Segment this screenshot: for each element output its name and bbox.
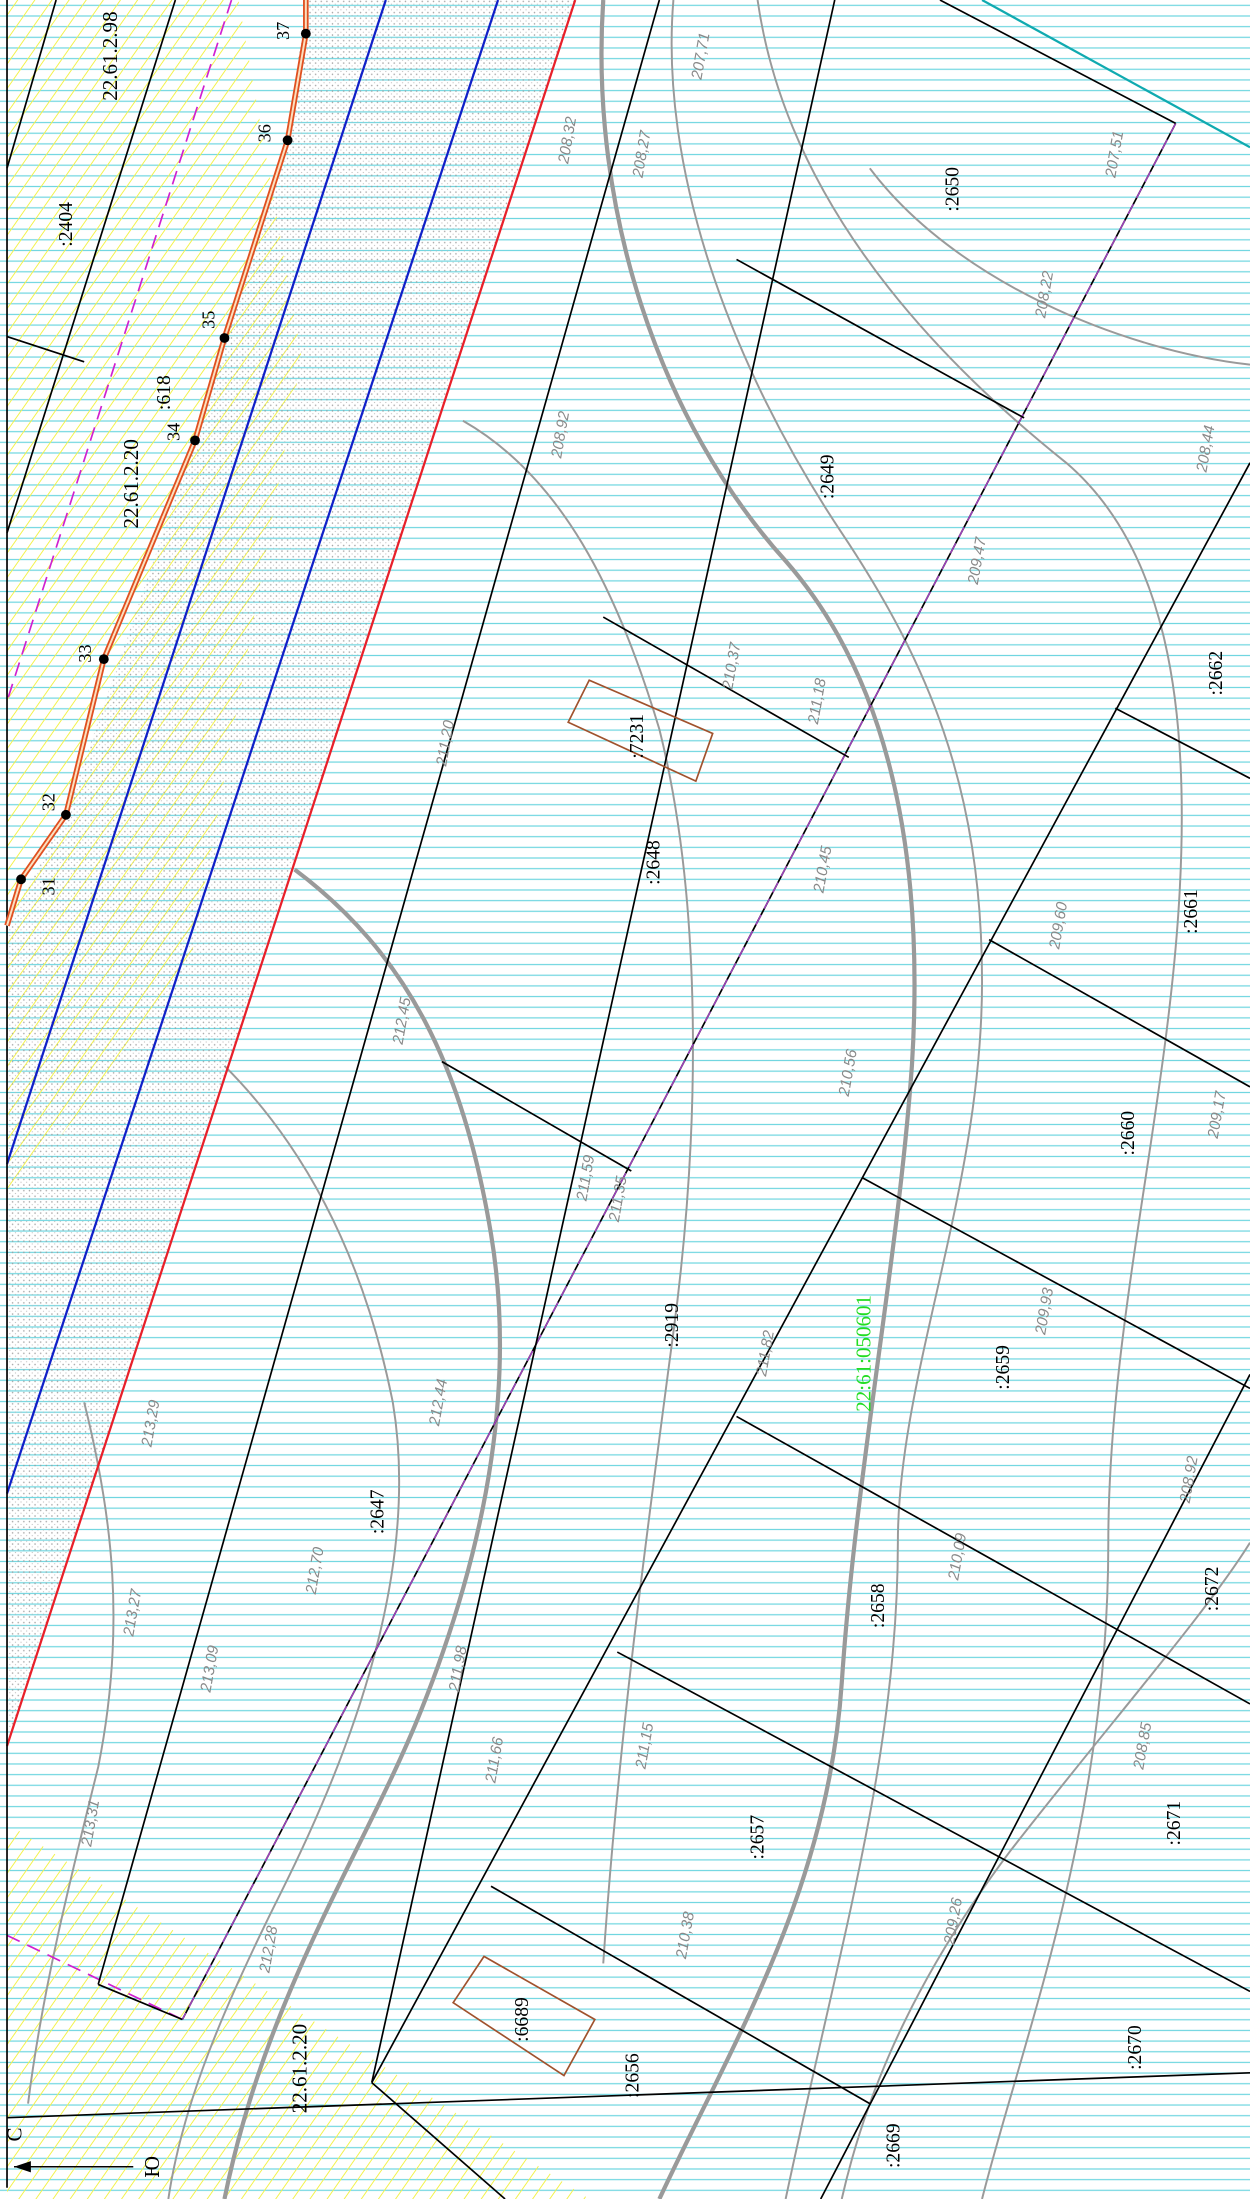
parcel-label: :2648 — [644, 840, 665, 885]
survey-point — [282, 135, 293, 146]
code-label: 22.61.2.98 — [98, 11, 122, 100]
point-label: 34 — [164, 423, 184, 441]
point-label: 36 — [255, 124, 275, 142]
parcel-label: :2671 — [1164, 1801, 1185, 1846]
code-label: 22.61.2.20 — [119, 439, 143, 528]
hatched-zone — [7, 1823, 590, 2199]
parcel-label: :2656 — [623, 2053, 644, 2098]
blue-line — [5, 0, 387, 1165]
red-line — [5, 0, 577, 1747]
parcel-label: :2657 — [747, 1815, 768, 1860]
survey-point — [219, 333, 230, 343]
point-label: 33 — [75, 644, 95, 662]
boundary-line — [981, 0, 1250, 149]
parcel-label: :2919 — [662, 1303, 683, 1348]
contours — [27, 0, 1250, 2199]
survey-point — [98, 654, 109, 665]
parcel-label: :618 — [154, 375, 175, 410]
compass-arrowhead — [14, 2161, 31, 2173]
compass-south: Ю — [140, 2156, 164, 2178]
parcel-label: :2669 — [884, 2123, 905, 2168]
parcel-label: :2672 — [1202, 1567, 1223, 1612]
compass-north: С — [3, 2127, 27, 2141]
dashed-line — [6, 0, 233, 702]
parcel-label: :2661 — [1181, 889, 1202, 934]
survey-point — [300, 28, 311, 39]
parcel-label: :2404 — [56, 202, 77, 247]
dashed-line — [6, 1934, 183, 2021]
block-label: 22:61:050601 — [851, 1295, 875, 1412]
parcel-label: :2659 — [993, 1345, 1014, 1390]
parcel-label: :2649 — [818, 454, 839, 499]
point-label: 37 — [273, 22, 293, 40]
survey-point — [16, 874, 26, 885]
blue-line — [5, 0, 500, 1494]
parcel-label: :2660 — [1118, 1111, 1139, 1156]
survey-point — [190, 435, 200, 446]
point-label: 31 — [39, 877, 59, 895]
parcel-label: :2650 — [942, 167, 963, 212]
parcel-label: :2670 — [1125, 2025, 1146, 2070]
point-label: 32 — [39, 793, 59, 811]
point-label: 35 — [199, 311, 219, 329]
parcel-label: :6689 — [512, 1997, 533, 2042]
code-label: 22.61.2.20 — [287, 2024, 311, 2113]
parcel-label: :7231 — [627, 714, 648, 759]
survey-point — [61, 809, 71, 820]
parcel-label: :2658 — [868, 1583, 889, 1628]
parcel-boundaries — [6, 0, 1250, 2199]
parcel-label: :2647 — [367, 1489, 388, 1534]
parcel-label: :2662 — [1206, 651, 1227, 696]
